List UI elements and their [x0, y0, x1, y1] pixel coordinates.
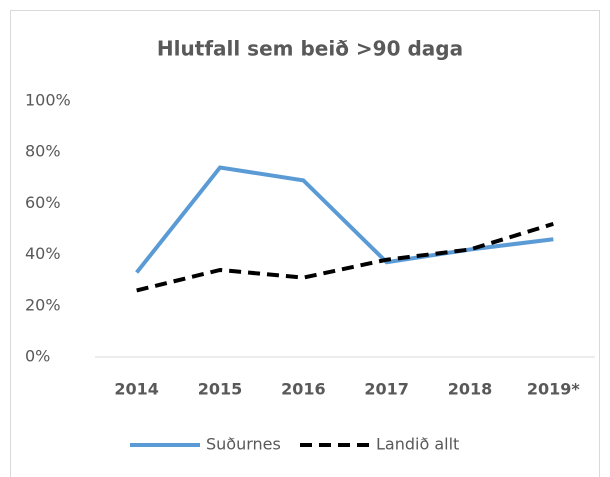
x-tick-label: 2015: [198, 380, 243, 399]
y-tick-label: 60%: [25, 193, 61, 212]
legend-label: Suðurnes: [206, 435, 281, 454]
chart-frame: [10, 10, 600, 477]
x-tick-label: 2019*: [527, 380, 581, 399]
y-tick-label: 100%: [25, 91, 71, 110]
x-tick-label: 2014: [114, 380, 159, 399]
legend-label: Landið allt: [376, 435, 459, 454]
line-series: [136, 221, 554, 293]
y-tick-label: 0%: [25, 347, 50, 366]
x-tick-label: 2017: [364, 380, 409, 399]
y-tick-label: 20%: [25, 295, 61, 314]
chart-title: Hlutfall sem beið >90 daga: [157, 37, 463, 61]
x-tick-label: 2018: [448, 380, 493, 399]
x-tick-label: 2016: [281, 380, 326, 399]
line-series: [135, 165, 554, 274]
y-tick-label: 80%: [25, 142, 61, 161]
y-tick-label: 40%: [25, 244, 61, 263]
